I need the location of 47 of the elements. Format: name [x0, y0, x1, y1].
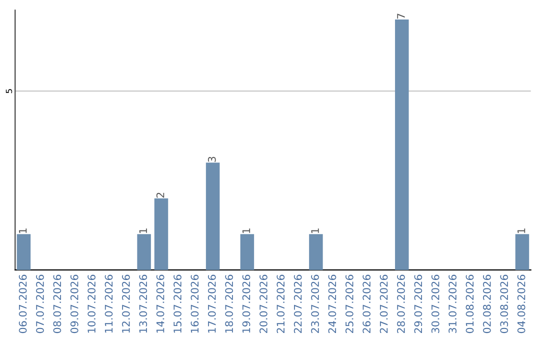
x-tick-label: 11.07.2026 — [104, 274, 113, 333]
data-label: 1 — [311, 228, 319, 234]
x-tick-label: 10.07.2026 — [88, 274, 96, 333]
x-tick-label: 28.07.2026 — [397, 274, 405, 334]
x-tick-label: 23.07.2026 — [311, 274, 319, 334]
data-label: 1 — [139, 228, 147, 234]
x-tick-label: 13.07.2026 — [139, 274, 148, 333]
bar — [16, 234, 31, 270]
x-tick-label: 17.07.2026 — [208, 274, 216, 333]
x-tick-label: 27.07.2026 — [380, 274, 388, 334]
x-tick-label: 30.07.2026 — [431, 274, 440, 333]
x-tick-label: 26.07.2026 — [362, 274, 371, 334]
x-tick-label: 19.07.2026 — [242, 274, 250, 333]
y-tick-label: 5 — [6, 89, 12, 94]
x-tick-label: 12.07.2026 — [122, 274, 130, 333]
x-tick-label: 14.07.2026 — [156, 274, 164, 333]
x-tick-label: 06.07.2026 — [18, 274, 27, 334]
bar — [515, 234, 530, 270]
data-label: 2 — [156, 192, 164, 198]
data-label: 7 — [397, 14, 405, 19]
data-label: 1 — [518, 228, 526, 234]
bar — [206, 162, 220, 270]
x-tick-label: 07.07.2026 — [36, 274, 44, 334]
x-tick-label: 20.07.2026 — [260, 274, 268, 334]
x-tick-label: 16.07.2026 — [190, 274, 199, 333]
x-tick-label: 09.07.2026 — [70, 274, 78, 334]
x-tick-label: 03.08.2026 — [500, 274, 508, 334]
bar — [137, 234, 151, 270]
x-tick-label: 25.07.2026 — [345, 274, 354, 334]
x-tick-label: 04.08.2026 — [517, 274, 526, 334]
x-tick-label: 21.07.2026 — [276, 274, 285, 334]
x-tick-label: 08.07.2026 — [53, 274, 62, 334]
bar — [240, 234, 254, 270]
x-tick-label: 31.07.2026 — [448, 274, 456, 333]
data-label: 3 — [208, 156, 216, 162]
x-tick-label: 29.07.2026 — [414, 274, 422, 334]
x-tick-label: 02.08.2026 — [482, 274, 491, 334]
x-tick-label: 01.08.2026 — [466, 274, 474, 334]
data-label: 1 — [242, 228, 250, 234]
x-tick-label: 18.07.2026 — [225, 274, 234, 333]
bar — [154, 198, 168, 270]
x-tick-label: 15.07.2026 — [174, 274, 182, 333]
data-label: 1 — [18, 228, 27, 234]
bar — [309, 234, 323, 270]
bar — [395, 20, 409, 270]
x-tick-label: 22.07.2026 — [294, 274, 302, 334]
x-tick-label: 24.07.2026 — [328, 274, 336, 334]
